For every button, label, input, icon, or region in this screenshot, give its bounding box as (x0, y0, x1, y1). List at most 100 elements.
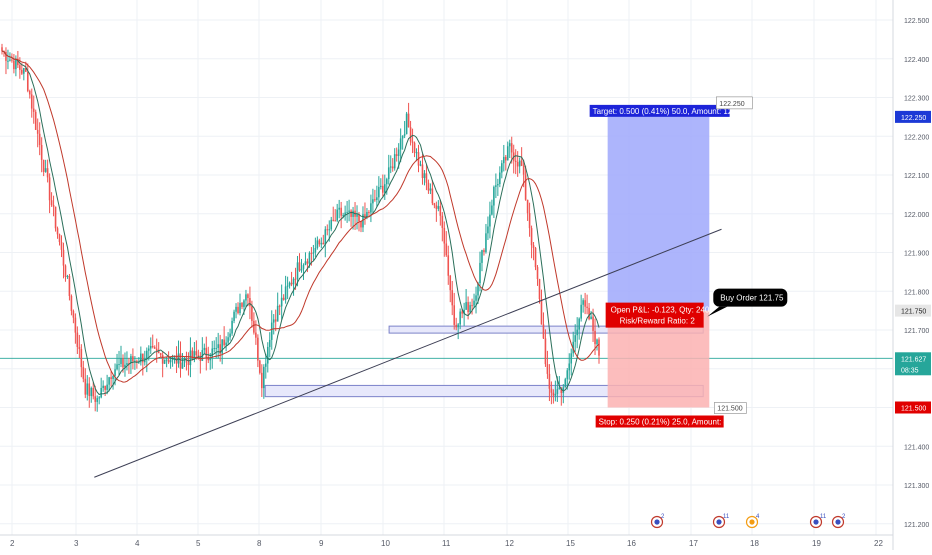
candle-body (516, 162, 519, 167)
candle-body (122, 358, 124, 368)
candle-body (403, 134, 406, 136)
candle-body (116, 364, 118, 370)
candle-body (34, 111, 37, 130)
ma-fast-line (1, 50, 600, 396)
candle-body (239, 302, 241, 314)
candle-body (501, 163, 503, 173)
time-axis[interactable]: 2 3 4 5 8 9 10 11 12 15 16 17 18 19 22 (0, 534, 893, 548)
candle-body (11, 59, 13, 61)
price-tick: 122.000 (904, 212, 929, 219)
candle-body (233, 311, 235, 321)
candle-body (506, 146, 509, 161)
candle-body (532, 245, 535, 248)
target-price-tag: 122.250 (901, 115, 926, 122)
candle-body (546, 364, 549, 374)
candle-body (26, 71, 29, 91)
candle-body (282, 297, 285, 300)
candle-body (310, 252, 313, 254)
candle-body (370, 203, 372, 213)
candle-body (46, 168, 49, 178)
time-tick: 3 (74, 539, 79, 548)
buy-order-bg[interactable] (713, 288, 788, 307)
candle-body (241, 302, 243, 307)
candle-body (104, 385, 106, 390)
candle-body (243, 300, 245, 307)
candle-body (385, 179, 388, 185)
candle-body (508, 143, 511, 147)
candle-body (82, 367, 85, 379)
candle-body (163, 359, 166, 364)
candle-body (374, 199, 376, 201)
candle-body (524, 174, 527, 200)
event-count: 11 (820, 514, 827, 520)
candle-body (312, 252, 315, 254)
candle-body (598, 339, 600, 356)
trendline-layer[interactable] (94, 228, 722, 478)
candle-body (62, 249, 65, 266)
candle-body (564, 379, 567, 388)
candle-body (328, 229, 331, 231)
candle-body (475, 295, 477, 301)
candle-body (245, 294, 247, 301)
candle-body (463, 309, 465, 314)
trendline[interactable] (94, 228, 722, 478)
candle-body (465, 302, 467, 310)
candle-body (334, 220, 337, 222)
price-tick: 122.400 (904, 57, 929, 64)
candle-body (193, 351, 196, 359)
candle-body (526, 199, 529, 214)
candle-body (100, 387, 102, 398)
candle-body (263, 366, 265, 389)
candle-body (364, 214, 366, 218)
stop-price-tag: 121.500 (901, 406, 926, 413)
candle-body (278, 305, 281, 307)
candle-body (98, 397, 100, 399)
candle-body (288, 282, 291, 286)
candle-body (542, 324, 545, 339)
candle-body (366, 211, 368, 218)
candle-body (594, 330, 596, 345)
target-zone[interactable] (607, 116, 710, 311)
candle-body (195, 351, 198, 355)
candle-body (5, 51, 7, 61)
candle-body (552, 392, 555, 396)
price-tick: 122.200 (904, 134, 929, 141)
price-axis[interactable]: 122.500 122.400 122.300 122.200 122.100 122.0… (892, 0, 932, 550)
buy-order-label: Buy Order 121.75 (720, 294, 784, 303)
candle-body (221, 339, 223, 354)
candle-body (407, 113, 410, 128)
candle-body (68, 275, 71, 296)
candle-body (292, 278, 295, 285)
target-price-tag-bg (895, 110, 931, 123)
candle-body (264, 363, 267, 367)
candle-body (324, 229, 327, 245)
candle-body (96, 398, 99, 402)
candle-body (433, 203, 436, 206)
candle-body (169, 360, 172, 363)
event-dot (813, 519, 819, 525)
candle-body (15, 58, 17, 70)
candle-body (142, 353, 144, 363)
candle-body (340, 207, 342, 216)
candle-body (459, 311, 461, 325)
event-dot (716, 519, 722, 525)
candle-body (441, 215, 444, 228)
candle-body (60, 242, 63, 250)
candle-body (179, 353, 182, 369)
candle-body (308, 252, 311, 264)
candle-body (350, 210, 352, 217)
candle-body (485, 233, 487, 253)
candle-body (76, 332, 79, 347)
candle-body (383, 184, 386, 193)
candle-body (151, 345, 154, 348)
candle-body (149, 345, 152, 349)
candle-body (372, 199, 374, 204)
candle-body (574, 335, 576, 342)
candle-body (213, 348, 216, 350)
candle-body (495, 185, 497, 187)
ma-slow-line (1, 50, 600, 383)
candle-body (298, 262, 301, 271)
candle-body (502, 156, 505, 164)
